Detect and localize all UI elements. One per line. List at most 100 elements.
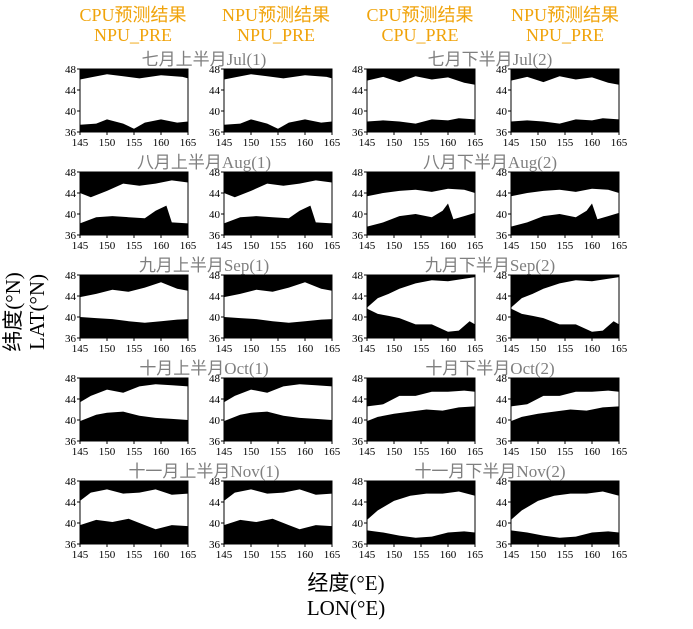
x-tick-label: 150 bbox=[530, 137, 547, 149]
x-tick-label: 160 bbox=[584, 137, 601, 149]
x-tick-label: 160 bbox=[584, 240, 601, 252]
sea-region bbox=[80, 384, 188, 422]
ylabel-en: LAT(°N) bbox=[25, 274, 49, 350]
x-tick-label: 165 bbox=[180, 137, 197, 149]
y-tick-label: 36 bbox=[352, 539, 364, 551]
sea-region bbox=[511, 188, 619, 227]
x-tick-label: 155 bbox=[126, 343, 143, 355]
x-tick-label: 160 bbox=[440, 446, 457, 458]
y-tick-label: 36 bbox=[496, 333, 508, 345]
x-tick-label: 150 bbox=[530, 549, 547, 561]
ylabel-cn: 纬度(°N) bbox=[1, 272, 25, 352]
y-tick-label: 44 bbox=[65, 497, 77, 509]
column-header-line2: CPU_PRE bbox=[381, 25, 458, 45]
sea-region bbox=[224, 74, 332, 129]
x-tick-label: 160 bbox=[584, 446, 601, 458]
x-tick-label: 155 bbox=[413, 446, 430, 458]
panel-title: 八月上半月Aug(1) bbox=[137, 153, 271, 172]
x-tick-label: 150 bbox=[243, 549, 260, 561]
sea-region bbox=[224, 180, 332, 224]
x-tick-label: 165 bbox=[611, 343, 628, 355]
x-tick-label: 150 bbox=[386, 446, 403, 458]
y-tick-label: 40 bbox=[496, 518, 508, 530]
x-tick-label: 165 bbox=[467, 549, 484, 561]
x-tick-label: 150 bbox=[243, 240, 260, 252]
x-tick-label: 160 bbox=[153, 240, 170, 252]
x-tick-label: 155 bbox=[557, 549, 574, 561]
y-tick-label: 44 bbox=[496, 85, 508, 97]
x-tick-label: 160 bbox=[440, 549, 457, 561]
x-tick-label: 160 bbox=[153, 137, 170, 149]
x-tick-label: 150 bbox=[99, 446, 116, 458]
x-tick-label: 155 bbox=[557, 343, 574, 355]
y-tick-label: 40 bbox=[352, 106, 364, 118]
y-tick-label: 48 bbox=[209, 270, 221, 282]
x-tick-label: 150 bbox=[530, 446, 547, 458]
x-tick-label: 160 bbox=[584, 343, 601, 355]
x-tick-label: 145 bbox=[503, 137, 520, 149]
x-tick-label: 165 bbox=[180, 549, 197, 561]
x-tick-label: 160 bbox=[153, 343, 170, 355]
x-tick-label: 145 bbox=[216, 137, 233, 149]
y-tick-label: 48 bbox=[496, 476, 508, 488]
x-tick-label: 160 bbox=[440, 240, 457, 252]
x-tick-label: 155 bbox=[557, 446, 574, 458]
y-tick-label: 48 bbox=[496, 167, 508, 179]
y-tick-label: 48 bbox=[496, 270, 508, 282]
y-tick-label: 44 bbox=[209, 291, 221, 303]
y-tick-label: 36 bbox=[65, 127, 77, 139]
y-tick-label: 36 bbox=[496, 230, 508, 242]
y-tick-label: 44 bbox=[352, 497, 364, 509]
x-tick-label: 160 bbox=[297, 549, 314, 561]
y-tick-label: 40 bbox=[65, 312, 77, 324]
y-tick-label: 44 bbox=[496, 497, 508, 509]
x-tick-label: 165 bbox=[611, 446, 628, 458]
x-tick-label: 155 bbox=[557, 137, 574, 149]
x-tick-label: 145 bbox=[359, 446, 376, 458]
x-tick-label: 145 bbox=[503, 446, 520, 458]
sea-region bbox=[367, 277, 475, 332]
x-tick-label: 155 bbox=[413, 240, 430, 252]
y-tick-label: 36 bbox=[209, 539, 221, 551]
y-tick-label: 36 bbox=[209, 230, 221, 242]
x-tick-label: 165 bbox=[180, 343, 197, 355]
x-tick-label: 155 bbox=[270, 137, 287, 149]
y-tick-label: 48 bbox=[496, 64, 508, 76]
panel-title: 七月上半月Jul(1) bbox=[142, 50, 267, 69]
y-tick-label: 40 bbox=[209, 518, 221, 530]
x-tick-label: 145 bbox=[503, 343, 520, 355]
y-tick-label: 44 bbox=[65, 85, 77, 97]
x-tick-label: 165 bbox=[324, 446, 341, 458]
y-tick-label: 44 bbox=[352, 85, 364, 97]
sea-region bbox=[367, 76, 475, 124]
x-tick-label: 165 bbox=[324, 343, 341, 355]
y-tick-label: 44 bbox=[65, 394, 77, 406]
x-tick-label: 145 bbox=[216, 343, 233, 355]
x-tick-label: 155 bbox=[270, 446, 287, 458]
x-tick-label: 145 bbox=[216, 446, 233, 458]
y-tick-label: 48 bbox=[65, 167, 77, 179]
y-tick-label: 44 bbox=[209, 394, 221, 406]
x-tick-label: 160 bbox=[584, 549, 601, 561]
x-tick-label: 160 bbox=[297, 137, 314, 149]
y-tick-label: 44 bbox=[496, 188, 508, 200]
x-tick-label: 155 bbox=[270, 240, 287, 252]
x-tick-label: 150 bbox=[530, 240, 547, 252]
panel-title: 十一月上半月Nov(1) bbox=[128, 462, 279, 481]
y-tick-label: 48 bbox=[65, 270, 77, 282]
axis-labels: 纬度(°N) LAT(°N) 经度(°E) LON(°E) bbox=[1, 272, 385, 620]
x-tick-label: 155 bbox=[126, 137, 143, 149]
x-tick-label: 155 bbox=[413, 549, 430, 561]
x-tick-label: 150 bbox=[386, 240, 403, 252]
sea-region bbox=[80, 180, 188, 224]
x-tick-label: 160 bbox=[297, 240, 314, 252]
y-tick-label: 48 bbox=[352, 373, 364, 385]
y-tick-label: 36 bbox=[65, 539, 77, 551]
panel-title: 十一月下半月Nov(2) bbox=[414, 462, 565, 481]
y-tick-label: 44 bbox=[65, 188, 77, 200]
x-tick-label: 145 bbox=[503, 549, 520, 561]
column-headers: CPU预测结果NPU_PRENPU预测结果NPU_PRECPU预测结果CPU_P… bbox=[79, 5, 619, 45]
y-tick-label: 40 bbox=[496, 312, 508, 324]
